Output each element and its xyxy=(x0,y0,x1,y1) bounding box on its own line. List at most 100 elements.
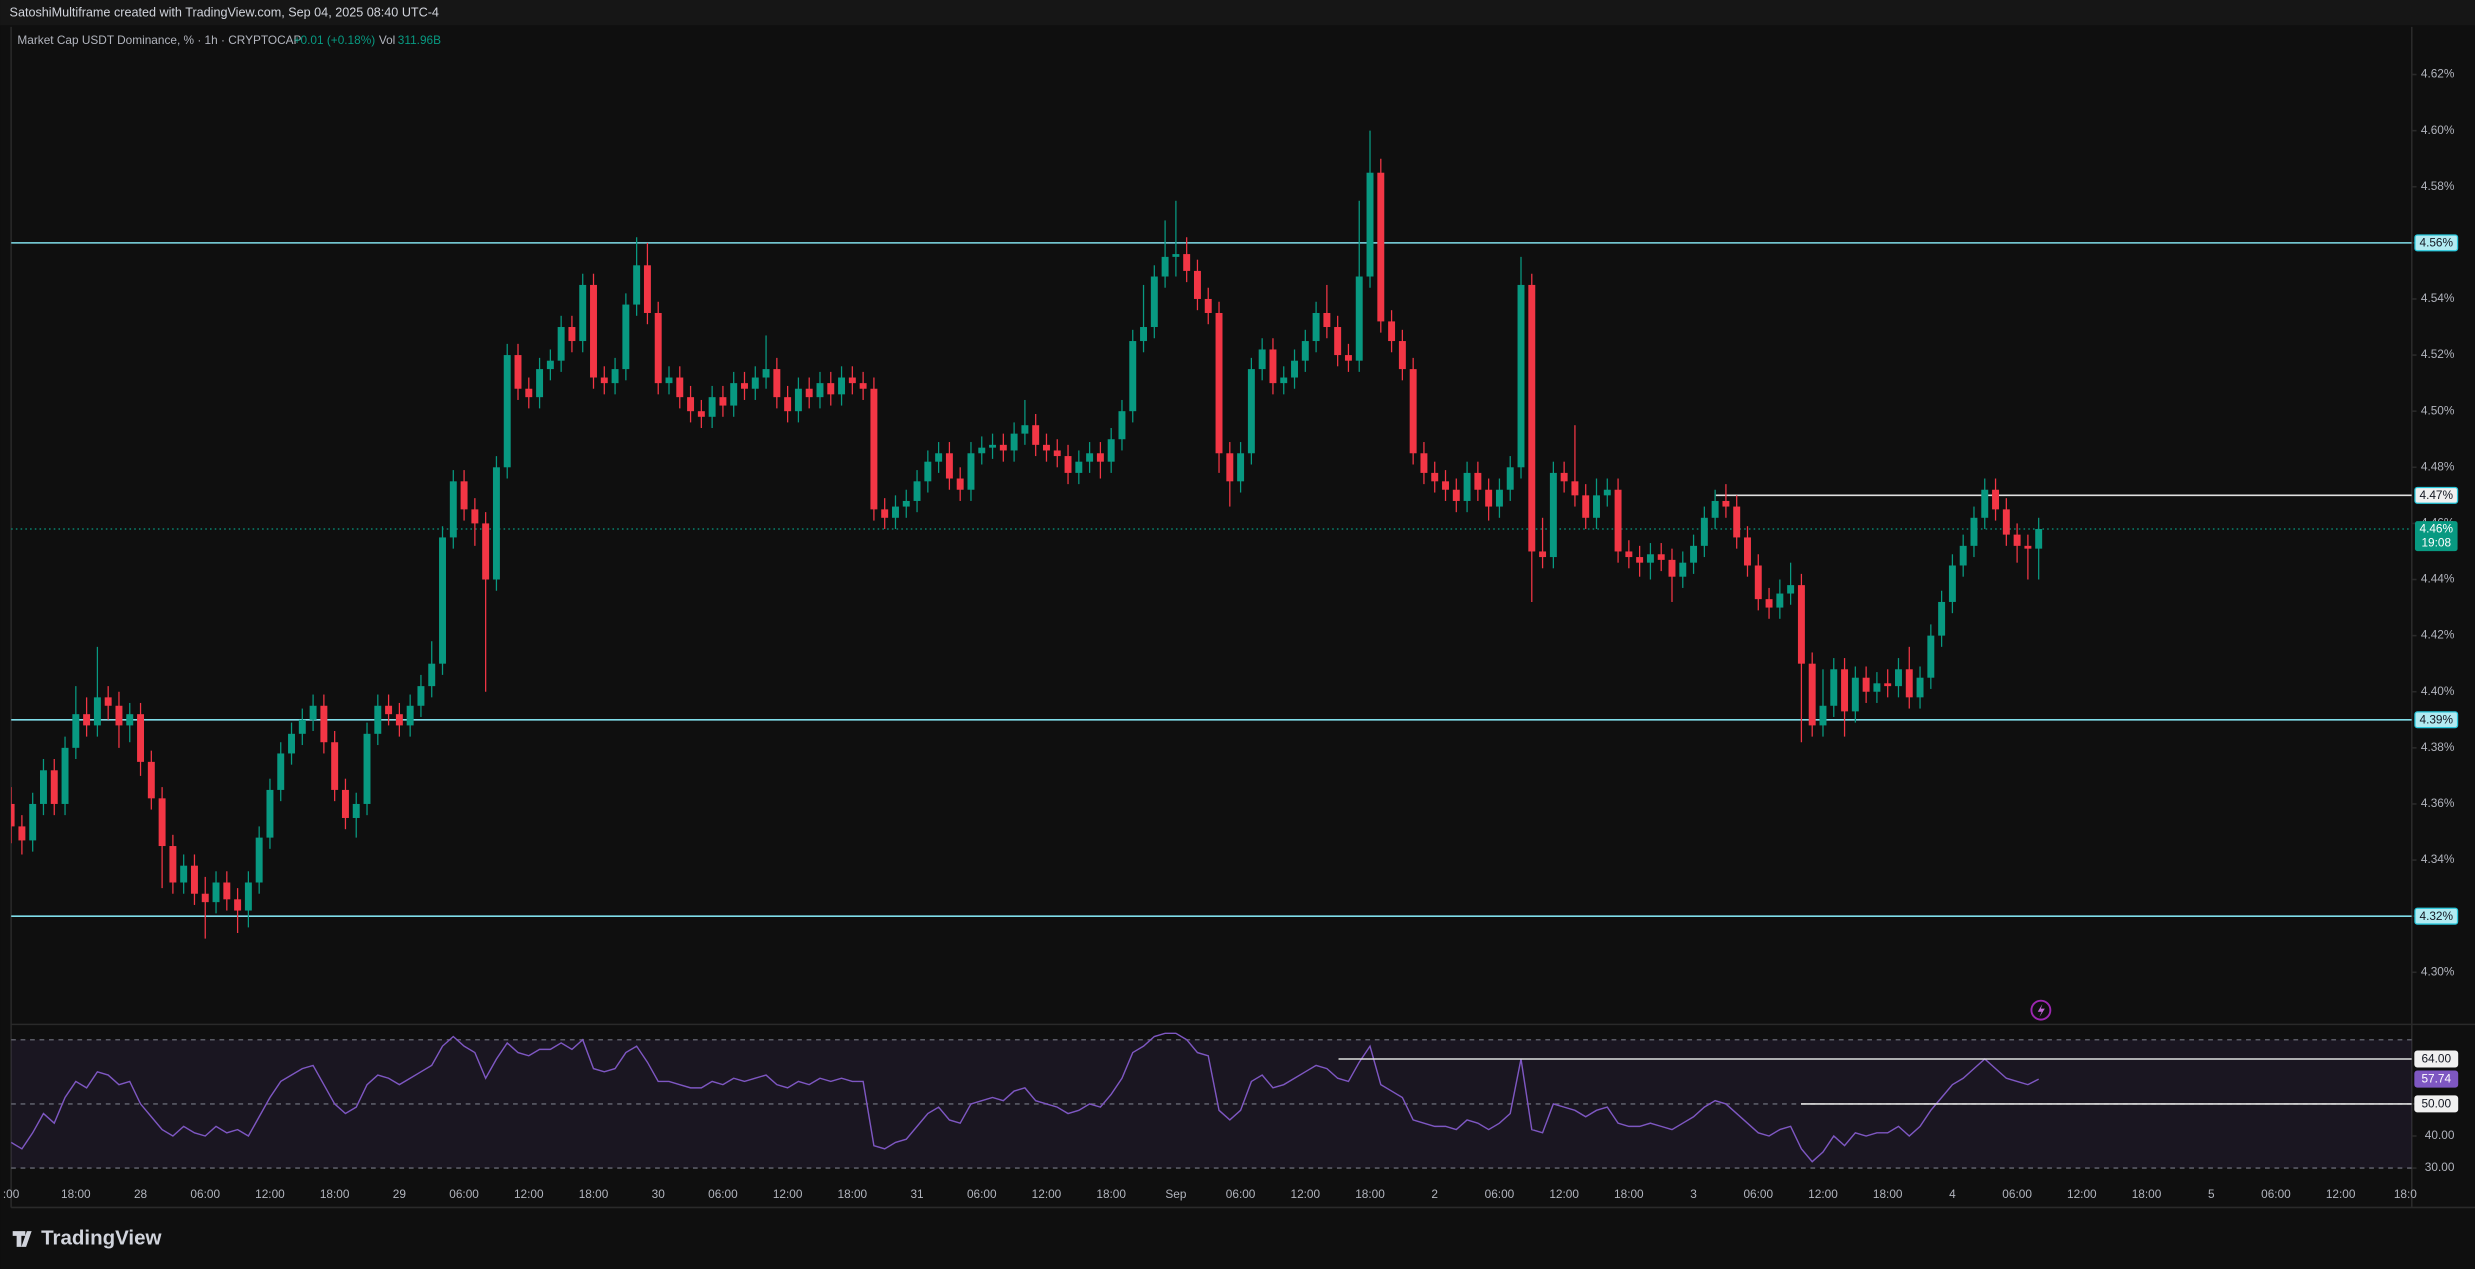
lightning-icon[interactable] xyxy=(2030,999,2052,1021)
candle-body xyxy=(1291,360,1298,378)
candle-body xyxy=(1539,551,1547,558)
candle-body xyxy=(2002,509,2010,535)
y-tick-label: 4.52% xyxy=(2421,347,2455,361)
candle-body xyxy=(1830,669,1838,706)
candle-body xyxy=(126,714,134,726)
candle-body xyxy=(1981,489,1989,518)
x-tick-label: 12:00 xyxy=(1032,1187,1062,1201)
candle-body xyxy=(1679,562,1687,577)
y-tick-label: 4.34% xyxy=(2421,852,2455,866)
candle-body xyxy=(989,444,997,448)
price-level-box xyxy=(2414,234,2459,252)
candle-body xyxy=(1593,495,1600,518)
candle-body xyxy=(1463,472,1471,501)
x-tick-label: 18:00 xyxy=(1096,1187,1126,1201)
candle-body xyxy=(697,411,705,417)
candle-body xyxy=(212,882,220,903)
x-tick-label: 5 xyxy=(2208,1187,2215,1201)
candle-body xyxy=(1636,557,1644,563)
candle-body xyxy=(1344,355,1352,361)
y-tick-label: 4.50% xyxy=(2421,403,2455,417)
candle-body xyxy=(1722,500,1730,507)
candle-body xyxy=(331,742,339,790)
candle-body xyxy=(1733,506,1741,538)
x-tick-label: 18:00 xyxy=(838,1187,868,1201)
candle-body xyxy=(104,697,112,706)
candle-body xyxy=(1711,500,1719,518)
candle-body xyxy=(1129,341,1137,412)
candle-body xyxy=(967,453,975,490)
candle-body xyxy=(1032,425,1040,445)
candle-body xyxy=(579,284,587,342)
x-tick-label: 12:00 xyxy=(255,1187,285,1201)
icon-bolt[interactable] xyxy=(2037,1003,2045,1018)
x-tick-label: 12:00 xyxy=(1549,1187,1579,1201)
candle-body xyxy=(83,714,91,726)
candle-body xyxy=(827,383,835,395)
candle-body xyxy=(546,360,554,370)
candle-body xyxy=(557,327,565,361)
x-tick-label: 18:00 xyxy=(2132,1187,2162,1201)
icon-ring[interactable] xyxy=(2030,999,2052,1021)
last-price-box xyxy=(2414,521,2458,552)
y-tick-label: 4.44% xyxy=(2421,572,2455,586)
candle-body xyxy=(665,377,673,384)
candle-body xyxy=(1237,453,1245,482)
rsi-line xyxy=(11,1032,2040,1163)
candle-body xyxy=(1258,349,1266,370)
candle-body xyxy=(1603,489,1611,496)
x-tick-label: 06:00 xyxy=(1743,1187,1773,1201)
candle-body xyxy=(417,686,425,706)
x-tick-label: 18:00 xyxy=(1614,1187,1644,1201)
header-text: SatoshiMultiframe created with TradingVi… xyxy=(10,6,439,20)
y-tick-label: 4.54% xyxy=(2421,291,2455,305)
candle-body xyxy=(643,265,651,313)
candle-body xyxy=(158,798,166,847)
candle-body xyxy=(1010,433,1018,451)
candle-body xyxy=(1862,677,1870,692)
candle-body xyxy=(395,714,403,726)
x-tick-label: 18:00 xyxy=(1873,1187,1903,1201)
candle-body xyxy=(449,481,457,538)
header-bar xyxy=(0,0,2475,26)
candle-body xyxy=(816,383,824,398)
x-tick-label: 28 xyxy=(134,1187,148,1201)
rsi-y-tick-label: 30.00 xyxy=(2425,1160,2455,1174)
candle-body xyxy=(1916,677,1924,698)
y-tick-label: 4.60% xyxy=(2421,123,2455,137)
y-tick-label: 4.58% xyxy=(2421,179,2455,193)
rsi-level-box xyxy=(2414,1050,2459,1068)
price-level-box xyxy=(2414,486,2459,504)
candle-body xyxy=(1582,495,1590,518)
candle-body xyxy=(1053,450,1061,457)
candle-body xyxy=(536,369,544,398)
candle-body xyxy=(1873,683,1881,692)
candle-body xyxy=(676,377,684,398)
candle-body xyxy=(234,899,242,911)
candle-body xyxy=(1442,481,1449,490)
x-tick-label: 18:00 xyxy=(1355,1187,1385,1201)
candle-body xyxy=(902,500,910,507)
x-tick-label: 18:00 xyxy=(320,1187,350,1201)
candle-body xyxy=(1517,284,1525,468)
footer-brand: TradingView xyxy=(41,1226,161,1249)
candle-body xyxy=(1323,312,1331,328)
candle-body xyxy=(1215,312,1223,454)
candle-body xyxy=(859,383,867,389)
price-level-label: 4.47% xyxy=(2419,488,2453,502)
x-tick-label: 12:00 xyxy=(773,1187,803,1201)
candle-body xyxy=(147,761,155,799)
candle-body xyxy=(600,377,608,384)
candle-body xyxy=(838,377,846,395)
rsi-current-box xyxy=(2414,1070,2459,1088)
candle-body xyxy=(190,865,198,894)
rsi-level-box xyxy=(2414,1095,2459,1113)
candle-body xyxy=(1614,489,1622,552)
candle-body xyxy=(1485,489,1493,507)
y-tick-label: 4.30% xyxy=(2421,964,2455,978)
candle-body xyxy=(18,826,26,841)
candle-body xyxy=(1474,472,1482,490)
candle-body xyxy=(1366,172,1374,277)
candle-body xyxy=(762,369,770,378)
candle-body xyxy=(1183,254,1191,271)
